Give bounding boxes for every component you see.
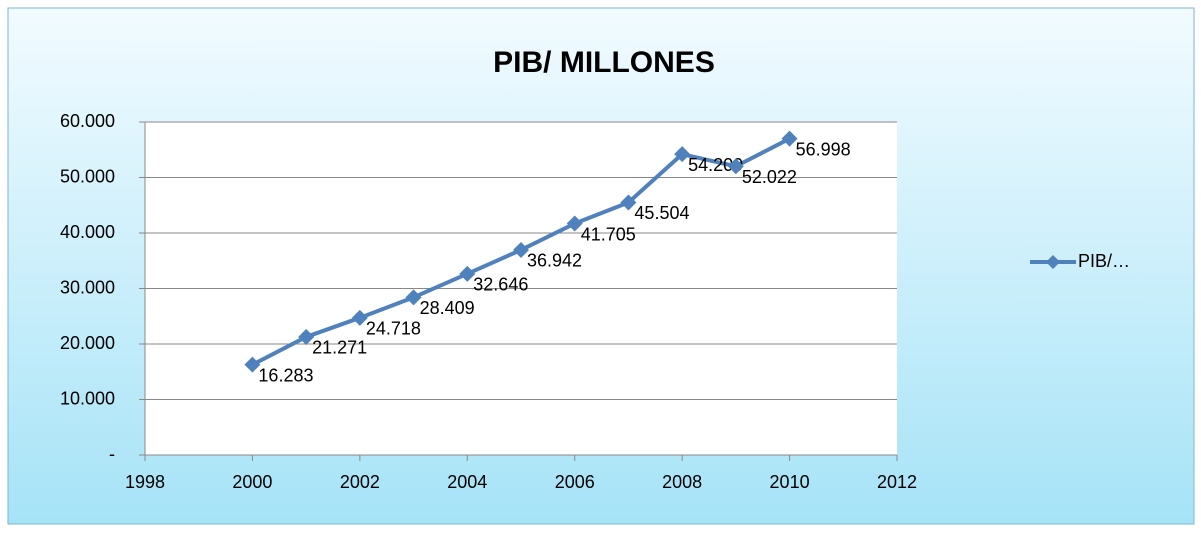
legend-label: PIB/…: [1078, 251, 1130, 271]
data-point: [781, 130, 798, 147]
x-tick-label: 2006: [555, 472, 595, 492]
data-point: [620, 194, 637, 211]
x-tick-label: 2012: [877, 472, 917, 492]
data-label: 52.022: [742, 167, 797, 187]
data-label: 54.209: [688, 155, 743, 175]
data-point: [298, 328, 315, 345]
data-point: [513, 241, 529, 258]
data-label: 16.283: [258, 365, 313, 385]
data-point: [351, 309, 368, 326]
y-tick-label: 40.000: [60, 222, 115, 242]
x-tick-label: 2000: [232, 472, 272, 492]
legend-marker: [1046, 255, 1060, 269]
x-tick-label: 2008: [662, 472, 702, 492]
x-tick-label: 2002: [340, 472, 380, 492]
data-point: [405, 289, 422, 306]
y-tick-label: 30.000: [60, 277, 115, 297]
data-label: 28.409: [420, 298, 475, 318]
data-label: 32.646: [473, 275, 528, 295]
chart-title: PIB/ MILLONES: [493, 46, 715, 79]
y-tick-label: 20.000: [60, 333, 115, 353]
data-point: [674, 146, 691, 163]
data-point: [244, 356, 261, 373]
data-label: 36.942: [527, 251, 582, 271]
data-label: 56.998: [796, 139, 851, 159]
data-point: [566, 215, 583, 232]
y-tick-label: 50.000: [60, 166, 115, 186]
data-point: [727, 158, 744, 175]
x-tick-label: 2010: [770, 472, 810, 492]
data-point: [459, 265, 476, 282]
data-label: 45.504: [634, 203, 689, 223]
data-label: 21.271: [312, 338, 367, 358]
y-tick-label: -: [109, 444, 115, 464]
y-tick-label: 10.000: [60, 388, 115, 408]
data-label: 24.718: [366, 319, 421, 339]
x-tick-label: 2004: [447, 472, 487, 492]
y-tick-label: 60.000: [60, 111, 115, 131]
x-tick-label: 1998: [125, 472, 165, 492]
data-label: 41.705: [581, 224, 636, 244]
